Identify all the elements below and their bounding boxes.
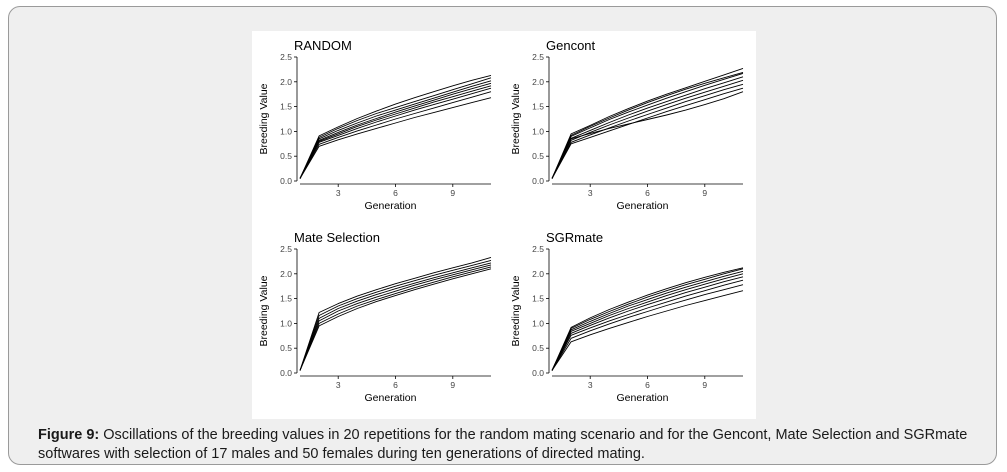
y-tick-label: 1.0: [532, 318, 544, 328]
series-line-1: [299, 256, 492, 371]
y-axis-label: Breeding Value: [510, 83, 522, 154]
series-line-8: [551, 267, 744, 371]
x-axis-label: Generation: [365, 200, 417, 212]
panel-title: Gencont: [546, 38, 596, 53]
series-line-2: [299, 80, 492, 179]
series-line-3: [299, 262, 492, 371]
y-tick-label: 0.0: [532, 176, 544, 186]
y-tick-label: 1.0: [532, 126, 544, 136]
caption-label: Figure 9:: [38, 427, 100, 443]
y-tick-label: 1.5: [532, 294, 544, 304]
x-tick-label: 9: [702, 380, 707, 390]
figure-frame: RANDOM 0.0 0.5 1.0 1.5 2.0 2.5 3 6 9 Generation Bre…: [8, 6, 997, 465]
x-tick-label: 9: [450, 380, 455, 390]
series-line-8: [299, 74, 492, 179]
chart-grid: RANDOM 0.0 0.5 1.0 1.5 2.0 2.5 3 6 9 Generation Bre…: [258, 38, 744, 404]
series-line-6: [551, 87, 744, 179]
panel-title: Mate Selection: [294, 230, 380, 245]
x-tick-label: 6: [393, 188, 398, 198]
series-line-8: [551, 71, 744, 179]
x-tick-label: 9: [702, 188, 707, 198]
series-line-4: [299, 85, 492, 179]
chart-panel-4: SGRmate 0.0 0.5 1.0 1.5 2.0 2.5 3 6 9 Generation Br…: [510, 230, 744, 404]
y-tick-label: 1.0: [280, 318, 292, 328]
x-axis-label: Generation: [617, 392, 669, 404]
y-tick-label: 2.5: [532, 52, 544, 62]
series-line-4: [299, 264, 492, 371]
y-tick-label: 0.5: [280, 151, 292, 161]
y-tick-label: 2.0: [532, 77, 544, 87]
y-axis-label: Breeding Value: [258, 83, 270, 154]
y-tick-label: 0.0: [532, 368, 544, 378]
y-tick-label: 1.0: [280, 126, 292, 136]
x-tick-label: 6: [393, 380, 398, 390]
series-line-4: [551, 276, 744, 371]
series-line-3: [299, 82, 492, 179]
y-tick-label: 2.0: [280, 269, 292, 279]
series-line-7: [299, 97, 492, 179]
series-line-7: [551, 290, 744, 371]
y-axis-label: Breeding Value: [510, 275, 522, 346]
figure-panels: RANDOM 0.0 0.5 1.0 1.5 2.0 2.5 3 6 9 Generation Bre…: [252, 31, 756, 419]
panel-title: SGRmate: [546, 230, 603, 245]
y-tick-label: 0.5: [532, 343, 544, 353]
series-line-5: [551, 279, 744, 371]
series-line-1: [551, 67, 744, 179]
series-line-6: [551, 284, 744, 371]
y-tick-label: 1.5: [532, 102, 544, 112]
series-line-2: [299, 259, 492, 371]
y-tick-label: 2.5: [280, 52, 292, 62]
y-tick-label: 2.5: [532, 244, 544, 254]
y-tick-label: 2.5: [280, 244, 292, 254]
x-tick-label: 9: [450, 188, 455, 198]
series-line-1: [551, 268, 744, 371]
x-tick-label: 3: [588, 188, 593, 198]
y-tick-label: 0.5: [532, 151, 544, 161]
chart-panel-3: Mate Selection 0.0 0.5 1.0 1.5 2.0 2.5 3 6 9 Gener…: [258, 230, 492, 404]
x-tick-label: 3: [588, 380, 593, 390]
y-tick-label: 0.0: [280, 368, 292, 378]
x-tick-label: 6: [645, 380, 650, 390]
y-tick-label: 1.5: [280, 294, 292, 304]
series-line-3: [551, 273, 744, 371]
series-line-2: [551, 270, 744, 371]
x-axis-label: Generation: [617, 200, 669, 212]
x-axis-label: Generation: [365, 392, 417, 404]
y-tick-label: 0.5: [280, 343, 292, 353]
series-line-5: [551, 83, 744, 179]
series-line-6: [299, 268, 492, 371]
series-line-5: [299, 87, 492, 179]
y-tick-label: 0.0: [280, 176, 292, 186]
y-axis-label: Breeding Value: [258, 275, 270, 346]
x-tick-label: 3: [336, 188, 341, 198]
y-tick-label: 1.5: [280, 102, 292, 112]
series-line-3: [551, 76, 744, 179]
y-tick-label: 2.0: [280, 77, 292, 87]
panel-title: RANDOM: [294, 38, 352, 53]
series-line-2: [551, 72, 744, 179]
x-tick-label: 6: [645, 188, 650, 198]
series-line-7: [551, 91, 744, 179]
y-tick-label: 2.0: [532, 269, 544, 279]
series-line-1: [299, 77, 492, 179]
series-line-5: [299, 266, 492, 371]
chart-panel-1: RANDOM 0.0 0.5 1.0 1.5 2.0 2.5 3 6 9 Generation Bre…: [258, 38, 492, 212]
figure-caption: Figure 9: Oscillations of the breeding v…: [38, 426, 988, 464]
x-tick-label: 3: [336, 380, 341, 390]
caption-text: Oscillations of the breeding values in 2…: [38, 427, 968, 462]
chart-panel-2: Gencont 0.0 0.5 1.0 1.5 2.0 2.5 3 6 9 Generation Br…: [510, 38, 744, 212]
series-line-6: [299, 91, 492, 179]
